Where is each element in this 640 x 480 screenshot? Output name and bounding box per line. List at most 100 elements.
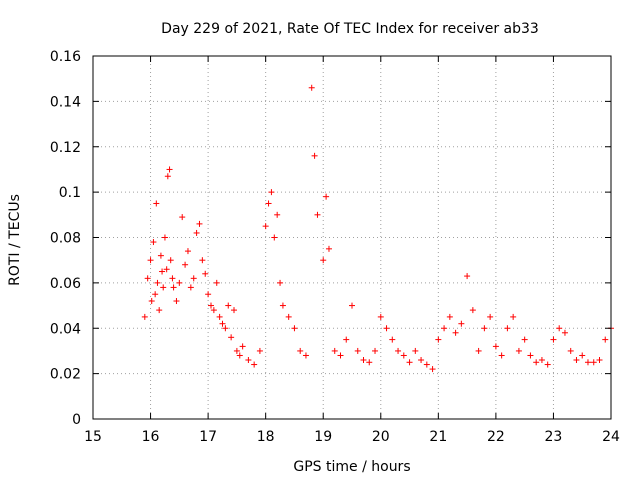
y-axis-label: ROTI / TECUs [7,194,23,286]
data-point [256,347,263,354]
data-point [492,343,499,350]
data-point [160,284,167,291]
axis-ticks: 15 16 17 18 19 20 21 22 23 24 0 0.02 0.04 0.06 0.08 0.1… [50,49,620,445]
data-point [314,211,321,218]
data-point [464,273,471,280]
x-tick-label: 16 [142,429,160,445]
data-point [176,279,183,286]
data-point [265,200,272,207]
data-point [550,336,557,343]
data-point [161,234,168,241]
data-point [166,166,173,173]
data-point [144,275,151,282]
x-tick-label: 22 [487,429,505,445]
data-point [584,359,591,366]
data-point [156,307,163,314]
data-point [446,313,453,320]
data-point [141,313,148,320]
data-point [153,200,160,207]
data-point [418,357,425,364]
data-point [163,266,170,273]
data-point [372,347,379,354]
data-point [579,352,586,359]
data-point [187,284,194,291]
data-point [504,325,511,332]
data-point [423,361,430,368]
data-point [320,257,327,264]
data-point [147,257,154,264]
data-point [196,220,203,227]
data-point [349,302,355,309]
data-point [538,357,545,364]
data-point [377,313,384,320]
data-point [277,279,284,286]
data-point [233,347,240,354]
data-point [527,352,534,359]
x-tick-label: 20 [372,429,390,445]
data-point [150,239,157,246]
data-point [556,325,563,332]
x-tick-label: 24 [602,429,620,445]
data-point [219,320,226,327]
data-point [366,359,373,366]
data-point [159,268,166,275]
data-point [429,366,436,373]
data-point [236,352,243,359]
data-point [274,211,281,218]
data-point [441,325,448,332]
data-point [596,357,603,364]
data-point [406,359,413,366]
data-point [469,307,476,314]
data-point [216,313,223,320]
data-point [239,343,246,350]
data-point [400,352,407,359]
data-point [383,325,390,332]
data-point [251,361,258,368]
y-tick-label: 0.08 [50,231,81,247]
data-point [323,193,330,200]
data-point [561,329,568,336]
data-point [222,325,229,332]
y-tick-label: 0.04 [50,321,81,337]
data-point [207,302,214,309]
data-point [157,252,164,259]
data-point [325,245,332,252]
data-point [285,313,292,320]
data-point [590,359,597,366]
data-point [354,347,361,354]
data-point [498,352,505,359]
data-point [297,347,304,354]
data-point [573,357,580,364]
y-tick-label: 0.12 [50,140,81,156]
data-point [154,279,161,286]
chart-title: Day 229 of 2021, Rate Of TEC Index for r… [161,21,539,37]
data-point [343,336,350,343]
x-tick-label: 23 [545,429,563,445]
data-point [199,257,206,264]
data-point [193,229,200,236]
x-axis-label: GPS time / hours [293,459,410,475]
data-point [228,334,235,341]
data-point [481,325,488,332]
data-point [205,291,212,298]
data-point [458,320,465,327]
data-point [173,298,180,305]
data-point [567,347,574,354]
data-point [225,302,232,309]
data-point [268,189,275,196]
data-point [311,152,318,159]
data-point [487,313,494,320]
y-tick-label: 0.06 [50,276,81,292]
data-point [179,214,186,221]
data-point [515,347,522,354]
data-point [271,234,278,241]
data-points [141,84,614,373]
data-point [210,307,217,314]
data-point [152,291,159,298]
data-point [190,275,197,282]
data-point [169,275,176,282]
x-tick-label: 17 [199,429,217,445]
x-tick-label: 18 [257,429,275,445]
x-tick-label: 19 [314,429,332,445]
y-tick-label: 0.02 [50,367,81,383]
